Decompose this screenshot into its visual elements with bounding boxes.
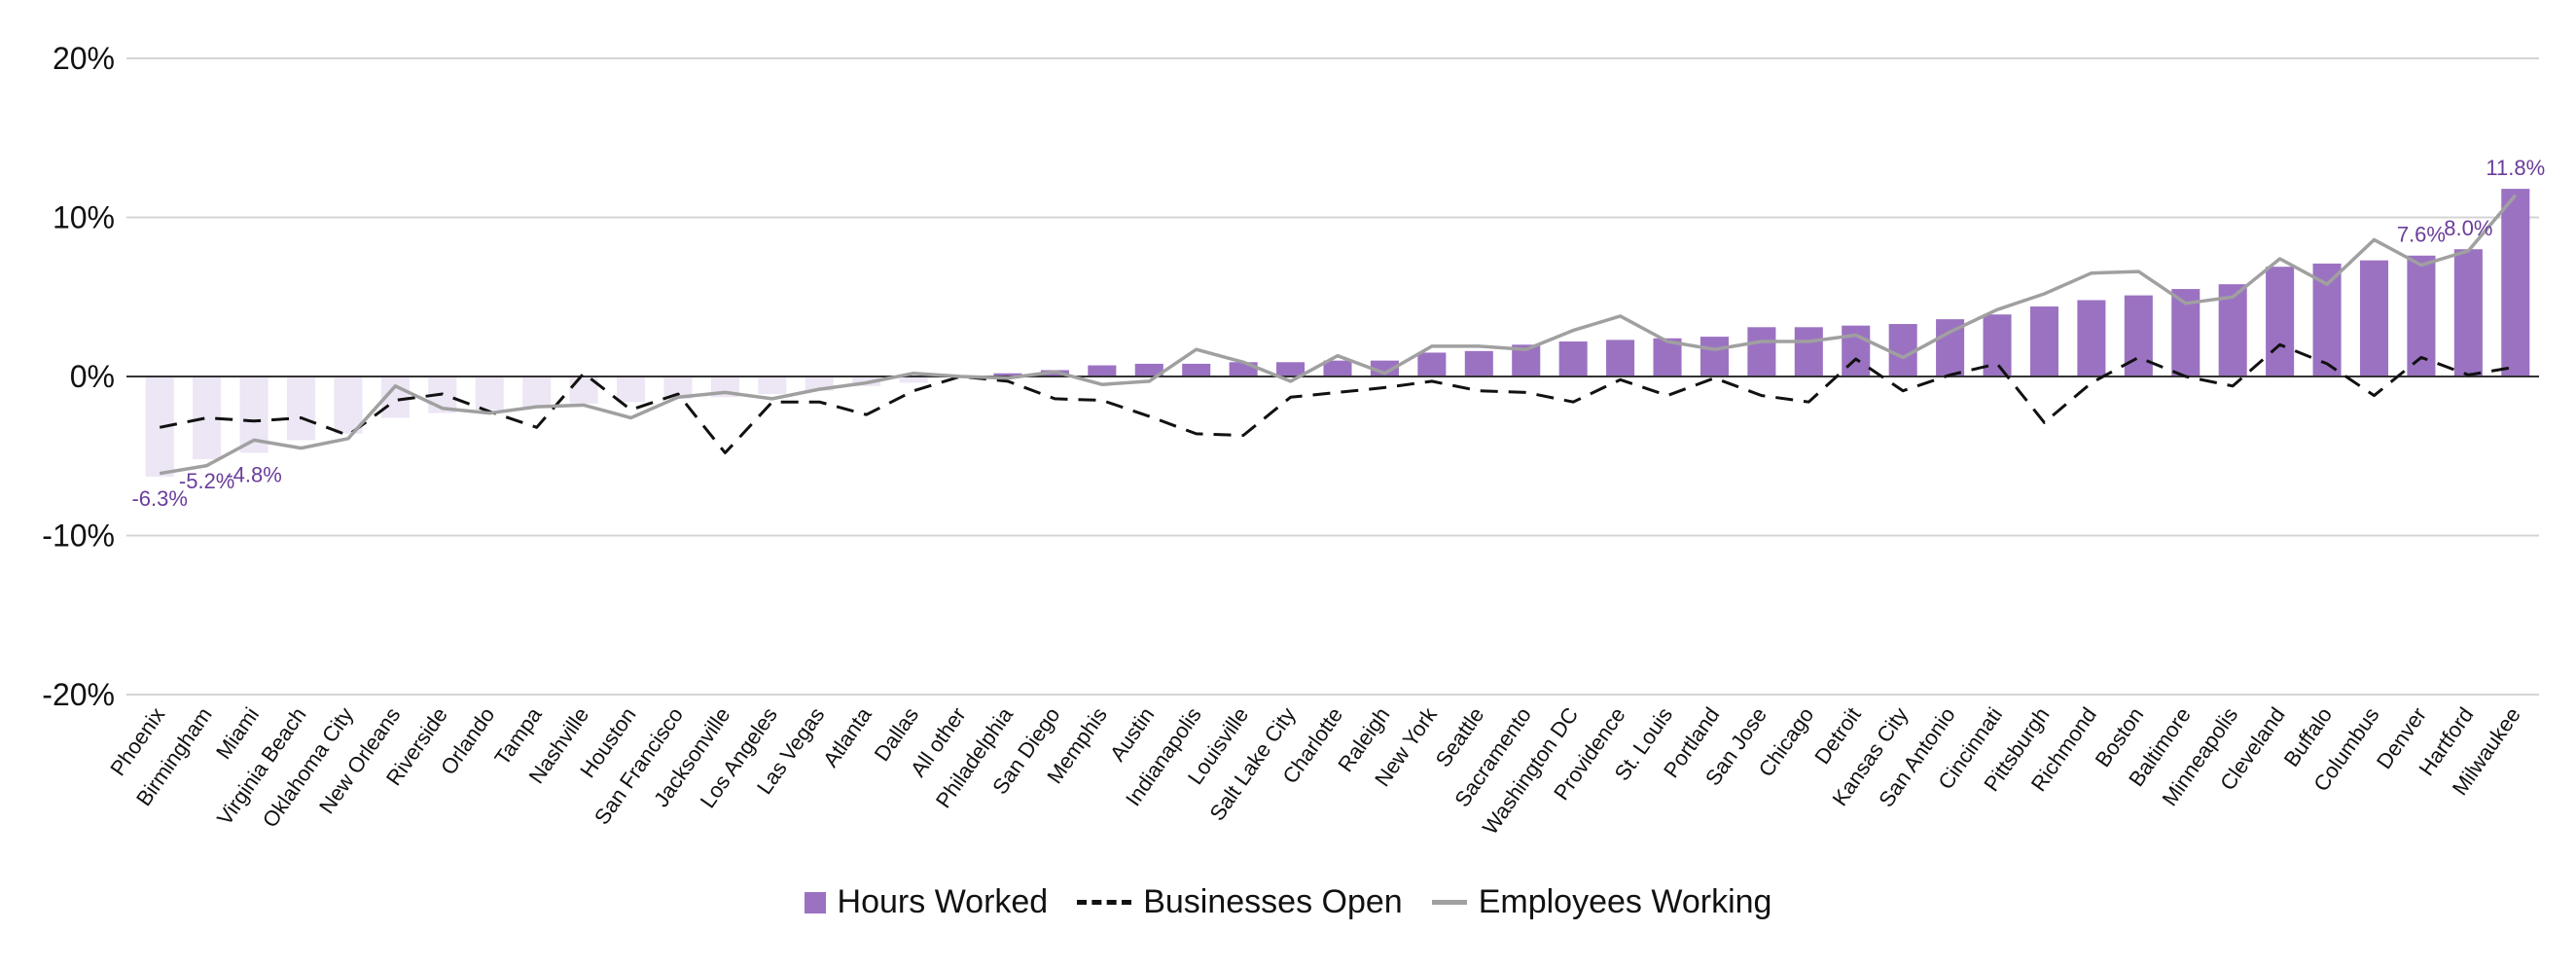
line-employees-working xyxy=(159,194,2518,476)
bar-hours-worked xyxy=(1134,363,1163,376)
y-tick-label: 10% xyxy=(53,200,115,235)
bar-hours-worked xyxy=(899,376,928,383)
y-axis: 20% 10% 0% -10% -20% xyxy=(42,41,115,712)
bar-hours-worked xyxy=(2266,267,2295,376)
bar-hours-worked xyxy=(617,376,646,403)
bar-hours-worked xyxy=(2453,249,2483,376)
gridlines xyxy=(126,57,2539,696)
legend-swatch-solid-line xyxy=(1431,900,1467,905)
bar-hours-worked xyxy=(1323,360,1352,376)
bar-hours-worked xyxy=(2077,300,2106,376)
legend: Hours Worked Businesses Open Employees W… xyxy=(0,883,2576,921)
data-label: 11.8% xyxy=(2486,156,2545,180)
bars-hours-worked xyxy=(145,189,2530,478)
bar-hours-worked xyxy=(758,376,787,394)
bar-hours-worked xyxy=(663,376,693,399)
bar-hours-worked xyxy=(1888,324,1917,376)
bar-hours-worked xyxy=(1276,362,1306,376)
y-tick-label: 0% xyxy=(70,359,115,394)
bar-hours-worked xyxy=(1558,341,1588,376)
bar-hours-worked xyxy=(2501,189,2530,376)
legend-swatch-bar xyxy=(804,891,826,913)
legend-label: Employees Working xyxy=(1478,883,1772,920)
bar-hours-worked xyxy=(522,376,552,408)
bar-hours-worked xyxy=(2029,306,2058,376)
data-label: -6.3% xyxy=(131,486,187,511)
data-label: 8.0% xyxy=(2444,216,2492,240)
bar-hours-worked xyxy=(475,376,504,411)
y-tick-label: -20% xyxy=(42,677,115,712)
bar-hours-worked xyxy=(334,376,363,434)
legend-label: Hours Worked xyxy=(837,883,1049,920)
bar-hours-worked xyxy=(1842,325,1871,376)
y-tick-label: 20% xyxy=(53,41,115,76)
bar-hours-worked xyxy=(1182,363,1211,376)
legend-item-businesses-open: Businesses Open xyxy=(1077,883,1403,921)
bar-hours-worked xyxy=(993,373,1022,376)
bar-hours-worked xyxy=(286,376,316,441)
bar-hours-worked xyxy=(1747,327,1776,376)
legend-item-employees-working: Employees Working xyxy=(1431,883,1772,921)
bar-hours-worked xyxy=(1606,340,1635,376)
x-tick-label: Atlanta xyxy=(818,702,877,771)
legend-swatch-dashed-line xyxy=(1077,900,1132,905)
bar-hours-worked xyxy=(1699,337,1729,376)
series-lines xyxy=(159,194,2518,476)
bar-hours-worked xyxy=(1229,362,1258,376)
bar-hours-worked xyxy=(2359,260,2389,376)
bar-hours-worked xyxy=(1088,365,1117,376)
bar-hours-worked xyxy=(1464,350,1493,376)
bar-hours-worked xyxy=(1417,352,1447,376)
bar-hours-worked xyxy=(1794,327,1823,376)
legend-label: Businesses Open xyxy=(1143,883,1403,920)
data-label: -4.8% xyxy=(226,462,281,486)
data-labels: -6.3%-5.2%-4.8% 7.6%8.0% 11.8% xyxy=(131,156,2545,511)
y-tick-label: -10% xyxy=(42,519,115,554)
bar-hours-worked xyxy=(1370,360,1399,376)
data-label: 7.6% xyxy=(2397,223,2446,247)
line-businesses-open xyxy=(159,342,2517,454)
data-label: -5.2% xyxy=(179,469,234,493)
legend-item-hours-worked: Hours Worked xyxy=(804,883,1049,921)
